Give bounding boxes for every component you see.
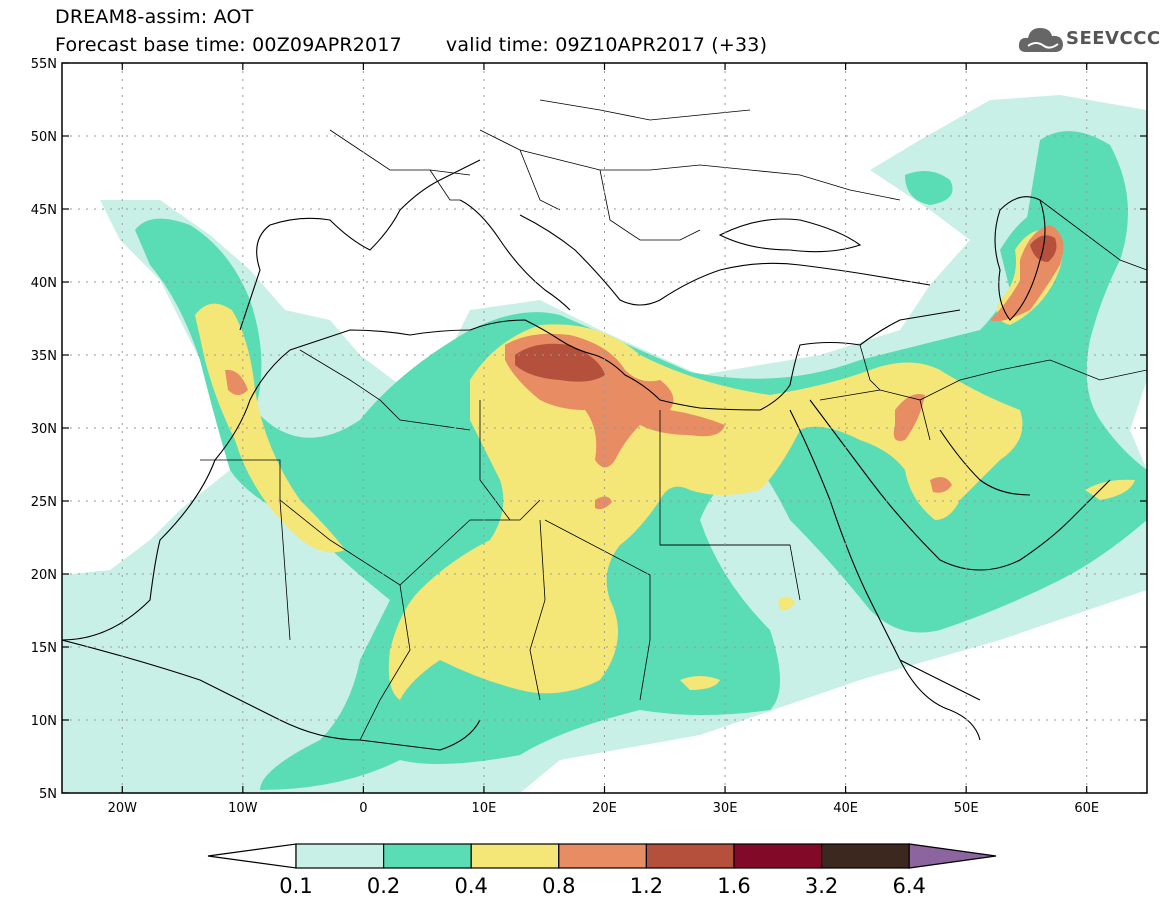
colorbar-label: 0.2 — [367, 874, 400, 898]
lon-label-60E: 60E — [1074, 801, 1099, 816]
lat-label-10N: 10N — [31, 714, 57, 729]
colorbar-label: 1.6 — [717, 874, 750, 898]
lat-label-35N: 35N — [31, 349, 57, 364]
lat-label-45N: 45N — [31, 203, 57, 218]
colorbar-label: 6.4 — [892, 874, 925, 898]
colorbar-over-arrow — [908, 843, 997, 869]
colorbar-segment — [733, 843, 823, 869]
cloud-icon — [1018, 28, 1063, 52]
lon-label-10W: 10W — [228, 801, 258, 816]
colorbar: 0.1 0.2 0.4 0.8 1.2 1.6 3.2 6.4 — [207, 843, 997, 898]
lon-label-50E: 50E — [954, 801, 979, 816]
colorbar-label: 0.1 — [279, 874, 312, 898]
lat-label-50N: 50N — [31, 130, 57, 145]
lat-label-40N: 40N — [31, 276, 57, 291]
lat-label-55N: 55N — [31, 57, 57, 72]
lon-label-10E: 10E — [472, 801, 497, 816]
colorbar-segment — [820, 843, 910, 869]
lon-label-20E: 20E — [592, 801, 617, 816]
lat-label-30N: 30N — [31, 422, 57, 437]
colorbar-segment — [470, 843, 560, 869]
axis-ticks: 55N 50N 45N 40N 35N 30N 25N 20N 15N 10N 5N 20W 10W 0 1… — [31, 57, 1147, 816]
lon-label-40E: 40E — [833, 801, 858, 816]
logo-text: SEEVCCC — [1066, 28, 1161, 49]
colorbar-segment — [645, 843, 735, 869]
lat-label-25N: 25N — [31, 495, 57, 510]
lon-label-30E: 30E — [713, 801, 738, 816]
valid-time: valid time: 09Z10APR2017 (+33) — [445, 34, 768, 56]
lon-label-20W: 20W — [108, 801, 138, 816]
colorbar-label: 1.2 — [630, 874, 663, 898]
map-title: DREAM8-assim: AOT — [55, 6, 254, 28]
aot-field — [62, 63, 1147, 793]
colorbar-segment — [295, 843, 385, 869]
lat-label-20N: 20N — [31, 568, 57, 583]
colorbar-label: 0.4 — [454, 874, 487, 898]
colorbar-segment — [383, 843, 472, 869]
base-time: Forecast base time: 00Z09APR2017 — [55, 34, 402, 56]
grid — [62, 63, 1147, 793]
lon-label-0: 0 — [359, 801, 367, 816]
colorbar-label: 0.8 — [542, 874, 575, 898]
colorbar-segment — [558, 843, 647, 869]
lat-label-15N: 15N — [31, 641, 57, 656]
colorbar-under-arrow — [207, 843, 297, 869]
lat-label-5N: 5N — [39, 787, 57, 802]
time-info: Forecast base time: 00Z09APR2017 valid ti… — [55, 34, 767, 56]
colorbar-label: 3.2 — [805, 874, 838, 898]
borders — [200, 99, 1147, 741]
